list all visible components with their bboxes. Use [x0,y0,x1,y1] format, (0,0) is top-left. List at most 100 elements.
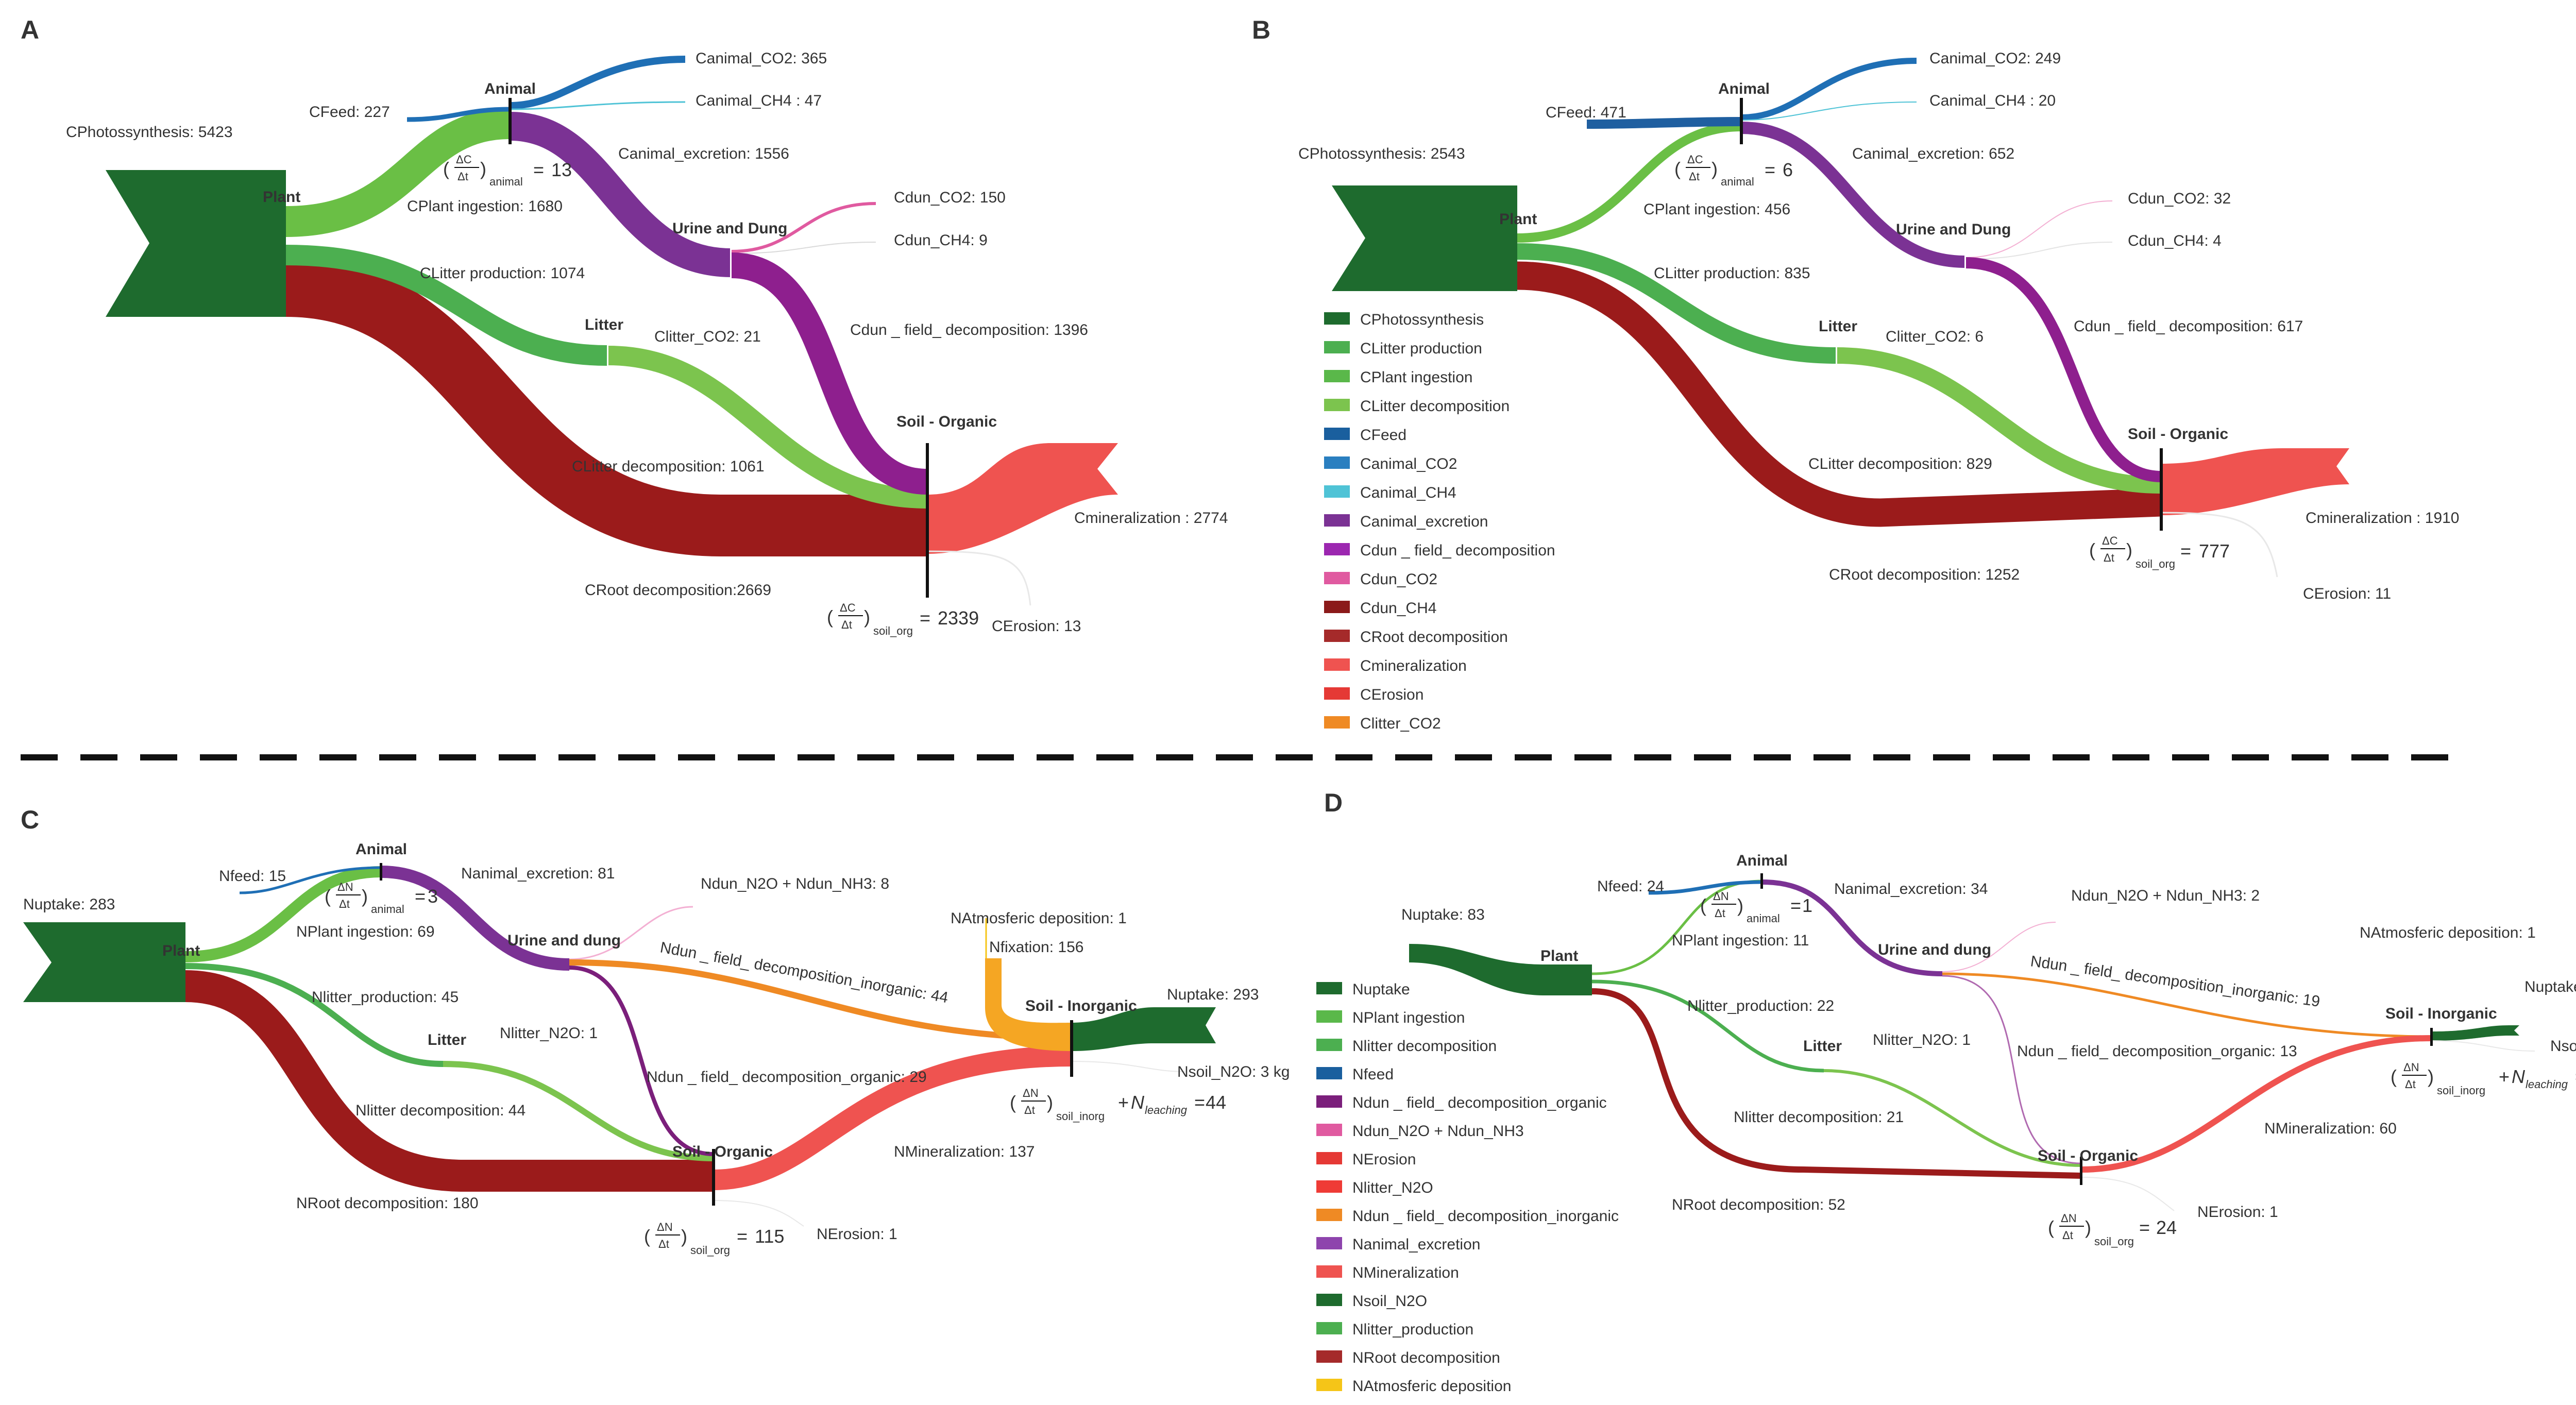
svg-text:ΔN: ΔN [2403,1061,2419,1074]
label-b-litter-co2: Clitter_CO2: 6 [1886,328,1984,345]
flow-b-plant-ingestion [1517,122,1742,243]
label-d-erosion: NErosion: 1 [2197,1204,2278,1221]
label-c-litter-prod: Nlitter_production: 45 [312,989,459,1006]
flow-b-root-decomposition [1517,261,2162,527]
flow-b-animal-excretion [1741,122,1966,268]
flow-d-soil-n2o [2431,1040,2535,1052]
label-b-dun-ch4: Cdun_CH4: 4 [2128,232,2222,249]
node-b-litter-separator [1836,347,1837,365]
node-b-animal: Animal [1718,80,1770,97]
flow-d-uptake-out [2432,1025,2519,1041]
flow-b-field-decomposition [1965,257,2162,482]
flow-d-uptake-in [1409,944,1592,995]
svg-text:(: ( [2048,1217,2054,1238]
svg-text:Δt: Δt [2405,1078,2416,1091]
svg-text:(: ( [644,1226,650,1247]
flow-d-field-organic [1942,975,2082,1164]
svg-text:Δt: Δt [1024,1104,1035,1116]
legend-d-label: Nsoil_N2O [1352,1293,1427,1310]
legend-d-label: Ndun _ field_ decomposition_inorganic [1352,1208,1619,1225]
svg-text:): ) [2126,539,2132,561]
legend-b-label: Canimal_CH4 [1360,484,1456,501]
flow-a-mineralization [927,443,1118,554]
label-b-root-decomp: CRoot decomposition: 1252 [1829,566,2020,583]
legend-d-swatch [1316,1350,1342,1363]
svg-text:(: ( [1700,895,1706,916]
eq-d-soil-sub: soil_org [2094,1235,2134,1248]
node-d-animal-bar [1760,873,1763,889]
eq-b-animal-sub: animal [1721,175,1754,188]
svg-text:Δt: Δt [2104,551,2114,564]
label-d-uptake-out: Nuptake: 83 [2524,978,2576,995]
legend-d-label: Nanimal_excretion [1352,1236,1480,1253]
svg-text:=: = [2139,1217,2150,1238]
legend-d-swatch [1316,1180,1342,1193]
eq-c-animal-value: 3 [428,886,438,907]
legend-d-label: Ndun_N2O + Ndun_NH3 [1352,1123,1524,1140]
eq-d-animal-symbol-top: N [1721,890,1729,903]
label-a-photosynthesis: CPhotossynthesis: 5423 [66,124,233,141]
label-d-feed: Nfeed: 24 [1597,878,1664,895]
svg-text:): ) [864,606,870,628]
svg-text:=: = [415,886,426,907]
label-b-excretion: Canimal_excretion: 652 [1852,145,2014,162]
legend-d-label: Nlitter_production [1352,1321,1473,1338]
label-c-mineralization: NMineralization: 137 [894,1143,1035,1160]
node-a-litter-separator [607,345,608,366]
label-a-root-decomp: CRoot decomposition:2669 [585,582,771,599]
svg-text:ΔN: ΔN [1713,890,1729,903]
svg-text:ΔN: ΔN [657,1221,673,1233]
eq-a-soil-value: 2339 [938,607,979,629]
flow-c-uptake-out [1072,1007,1216,1051]
eq-c-soil-value: 115 [755,1226,784,1247]
flow-b-dun-ch4 [1965,242,2113,260]
flow-a-feed [406,107,511,122]
flow-c-animal-excretion [381,866,570,971]
eq-d-animal: ( ΔN Δt ) animal = 1 [1700,890,1812,925]
node-d-soil-bar [2080,1157,2082,1185]
eq-b-soil-value: 777 [2199,540,2230,562]
flow-a-photosynthesis [106,170,286,317]
eq-b-soil-symbol-top: C [2110,534,2118,547]
eq-c-animal: ( ΔN Δt ) animal = 3 [325,881,438,916]
svg-text:Δt: Δt [1689,170,1700,183]
svg-text:): ) [1737,895,1743,916]
node-a-soil: Soil - Organic [896,413,997,430]
label-d-n2o-nh3: Ndun_N2O + Ndun_NH3: 2 [2071,887,2260,904]
legend-d-label: NPlant ingestion [1352,1009,1465,1026]
legend-d-label: Nlitter_N2O [1352,1179,1433,1196]
flow-c-plant-ingestion [185,866,382,962]
label-c-uptake-in: Nuptake: 283 [23,896,115,913]
legend-b-label: CLitter production [1360,340,1482,357]
svg-text:(: ( [1010,1092,1016,1113]
svg-text:=: = [2575,1066,2576,1087]
node-c-soil-inorg: Soil - Inorganic [1025,997,1137,1014]
svg-text:=: = [2180,540,2191,562]
legend-b-label: Cmineralization [1360,657,1467,674]
svg-text:Δt: Δt [2062,1229,2073,1242]
flow-d-field-inorganic [1942,972,2432,1038]
eq-d-animal-sub: animal [1747,912,1780,925]
legend-b-swatch [1324,716,1350,729]
flow-a-animal-excretion [510,112,732,277]
node-c-soil: Soil - Organic [672,1143,773,1160]
label-d-field-organic: Ndun _ field_ decomposition_organic: 13 [2017,1043,2297,1060]
flow-d-root-decomposition [1591,988,2082,1179]
node-d-litter: Litter [1803,1038,1842,1055]
eq-b-animal: ( ΔC Δt ) animal = 6 [1674,153,1793,188]
svg-text:): ) [480,158,486,179]
legend-b-label: Cdun_CO2 [1360,571,1437,588]
label-b-erosion: CErosion: 11 [2303,585,2391,602]
eq-b-soil: ( ΔC Δt ) soil_org = 777 [2089,534,2230,570]
node-b-plant: Plant [1499,211,1537,228]
legend-b-swatch [1324,543,1350,555]
legend-b-swatch [1324,341,1350,353]
eq-b-soil-sub: soil_org [2136,557,2175,570]
label-c-soil-n2o: Nsoil_N2O: 3 kg [1177,1063,1290,1080]
node-b-animal-bar [1740,98,1743,144]
label-d-excretion: Nanimal_excretion: 34 [1834,881,1988,898]
flow-b-mineralization [2161,448,2349,515]
eq-c-soil: ( ΔN Δt ) soil_org = 115 [644,1221,784,1257]
label-d-litter-n2o: Nlitter_N2O: 1 [1873,1031,1971,1048]
flow-d-plant-ingestion [1591,879,1762,975]
